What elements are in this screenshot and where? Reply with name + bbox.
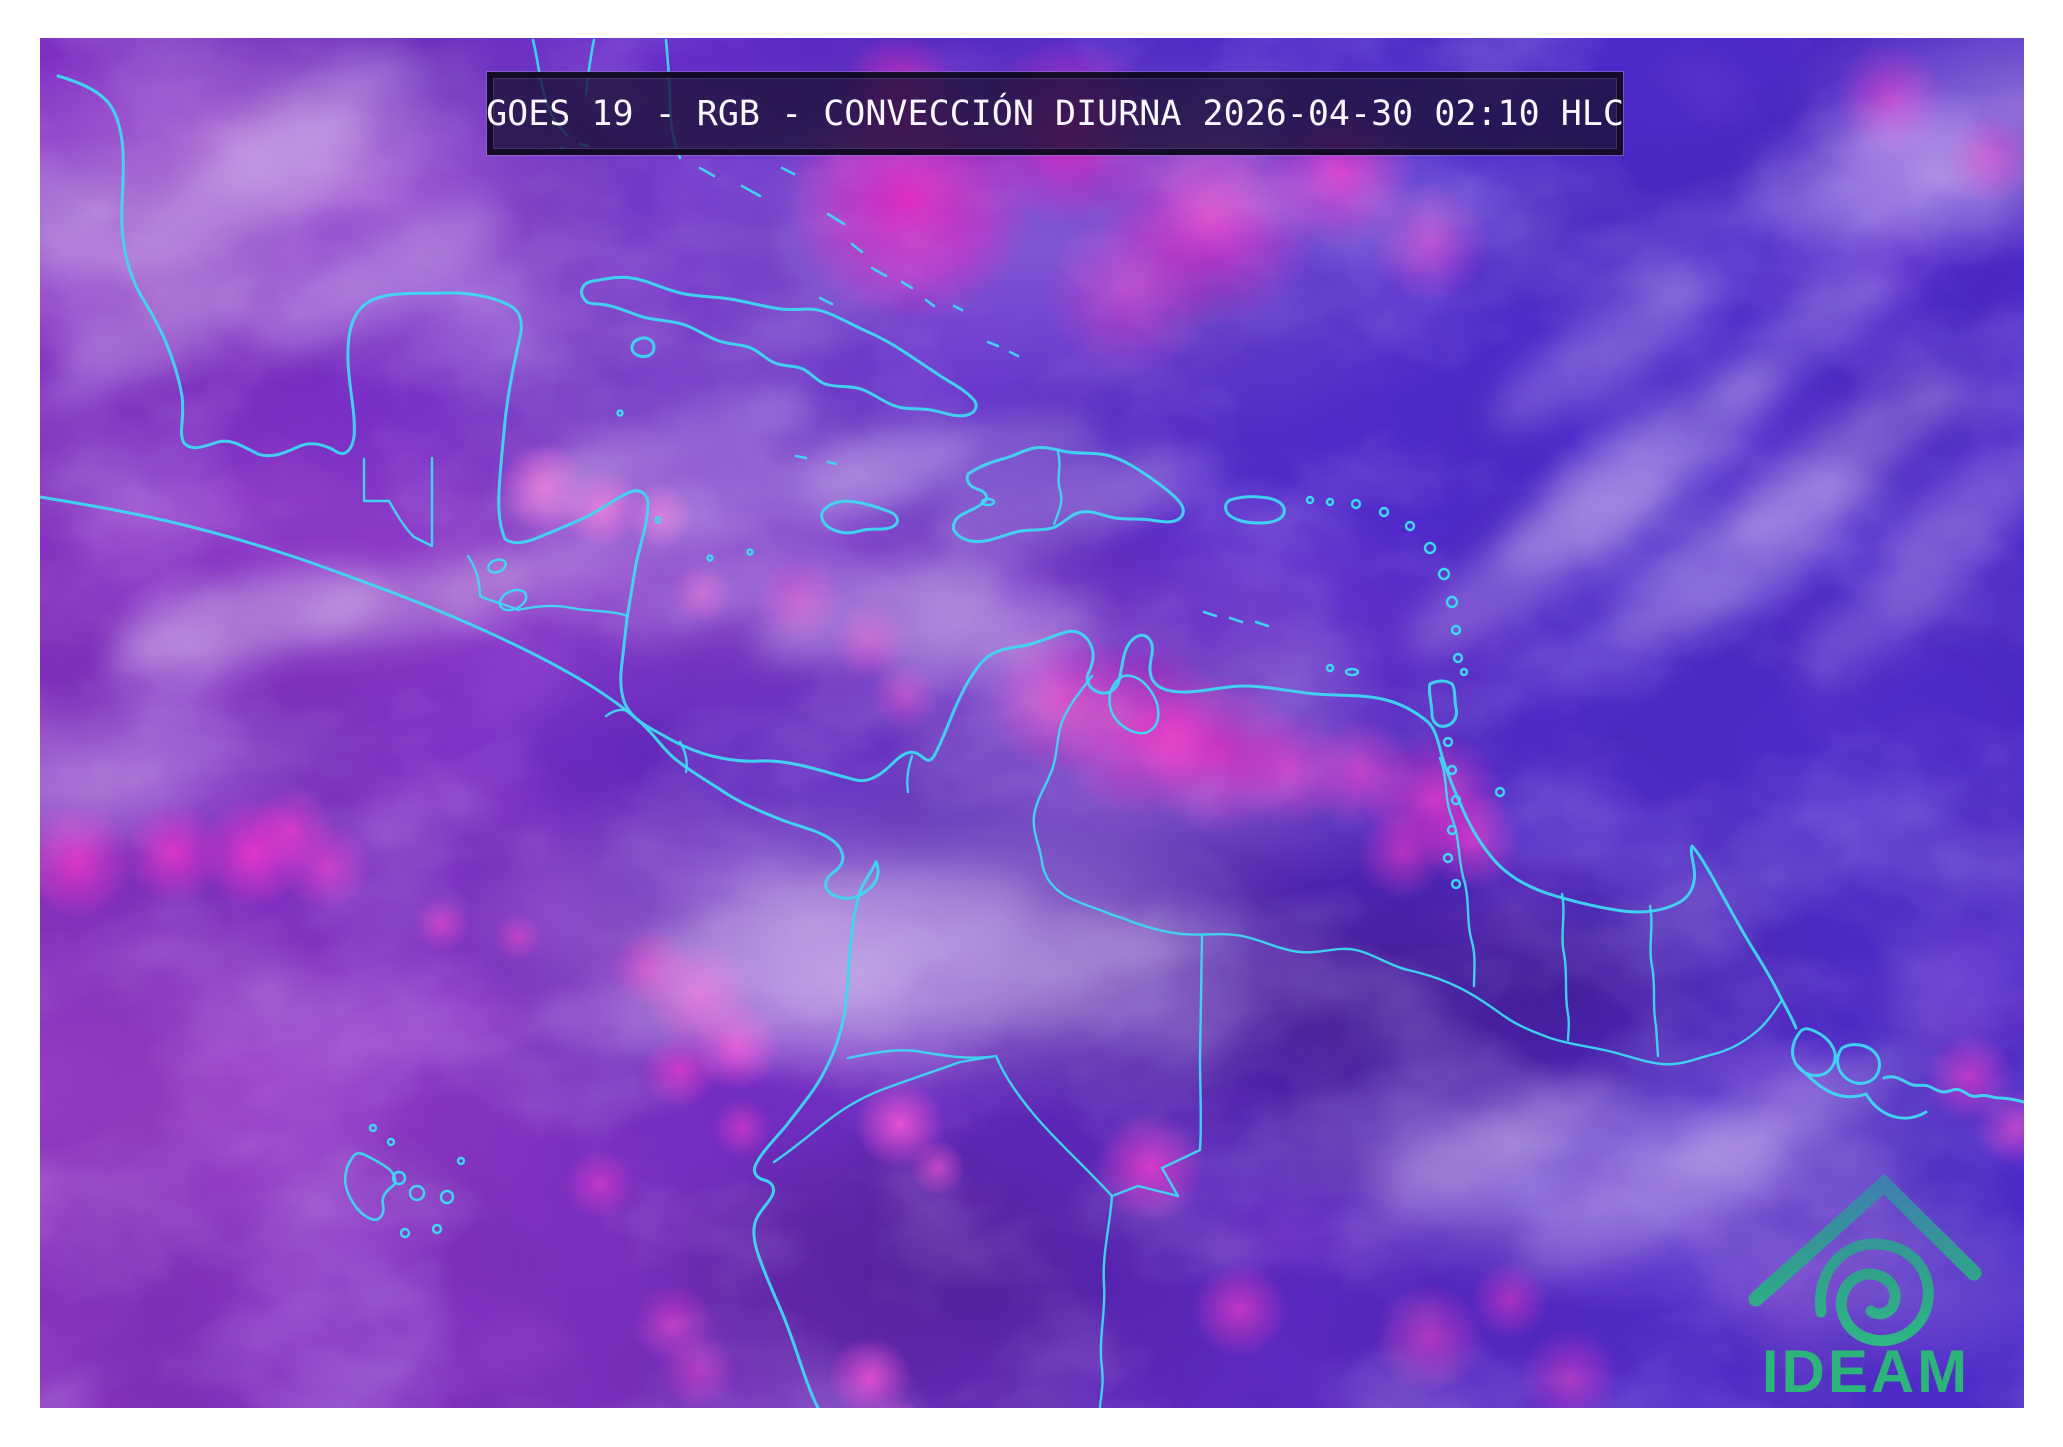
satellite-map-background: [40, 38, 2024, 1408]
title-text: GOES 19 - RGB - CONVECCIÓN DIURNA 2026-0…: [486, 93, 1624, 134]
title-bar: GOES 19 - RGB - CONVECCIÓN DIURNA 2026-0…: [486, 72, 1624, 155]
